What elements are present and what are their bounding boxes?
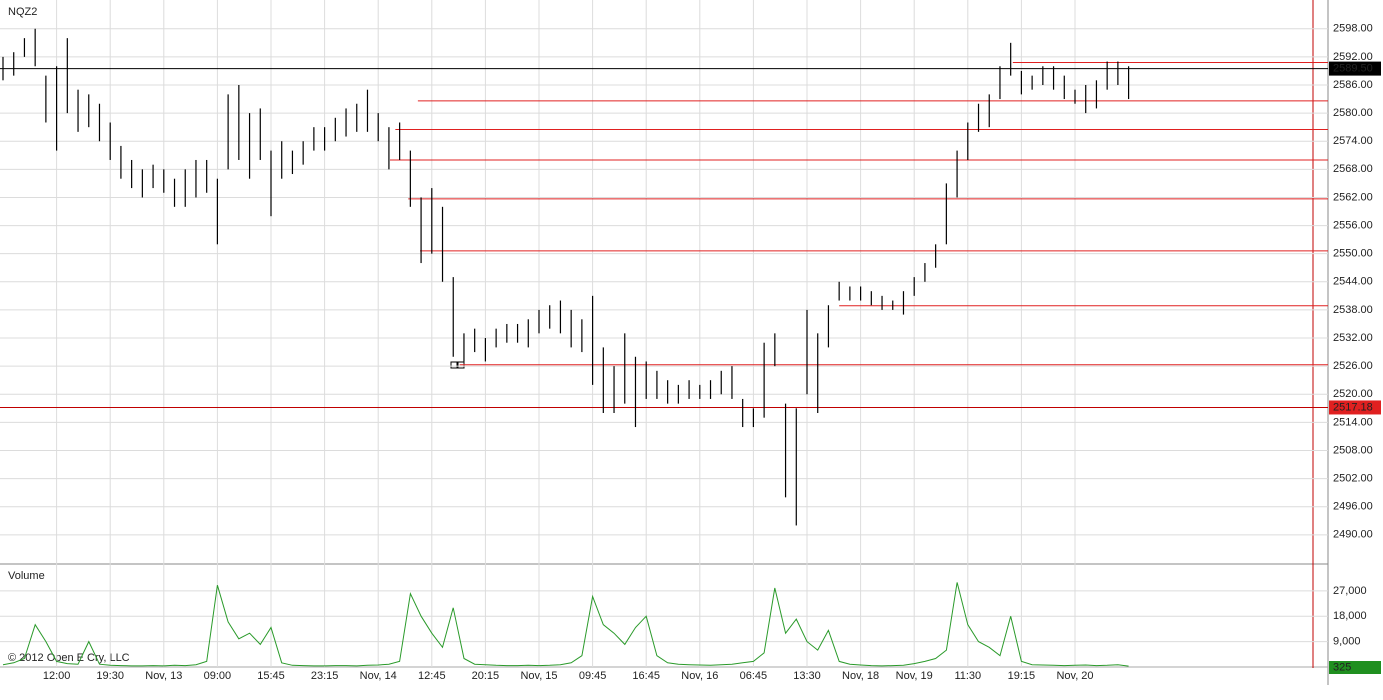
volume-last-box [1329,661,1381,674]
last-price-box [1329,61,1381,76]
y-tick-label: 2514.00 [1333,416,1373,428]
x-tick-label: 19:30 [96,670,124,682]
y-tick-label: 2502.00 [1333,473,1373,485]
last-price-label: 2589.50 [1333,63,1373,75]
y-tick-label: 2586.00 [1333,79,1373,91]
volume-title: Volume [8,570,45,582]
alert-box [1329,400,1381,415]
x-tick-label: 15:45 [257,670,285,682]
y-tick-label: 2592.00 [1333,51,1373,63]
marker [450,361,458,369]
y-tick-label: 2526.00 [1333,360,1373,372]
y-tick-label: 2544.00 [1333,276,1373,288]
x-tick-label: Nov, 14 [360,670,397,682]
y-tick-label: 2550.00 [1333,248,1373,260]
x-tick-label: 11:30 [954,670,981,682]
x-tick-label: 16:45 [632,670,660,682]
symbol-title: NQZ2 [8,6,37,18]
y-tick-label: 2580.00 [1333,107,1373,119]
y-tick-label: 18,000 [1333,610,1367,622]
x-tick-label: 23:15 [311,670,339,682]
y-tick-label: 2508.00 [1333,444,1373,456]
y-tick-label: 9,000 [1333,636,1361,648]
x-tick-label: 09:45 [579,670,607,682]
y-tick-label: 2598.00 [1333,23,1373,35]
x-tick-label: 20:15 [472,670,500,682]
x-tick-label: 12:00 [43,670,71,682]
y-tick-label: 2538.00 [1333,304,1373,316]
y-tick-label: 2532.00 [1333,332,1373,344]
y-tick-label: 2490.00 [1333,529,1373,541]
x-tick-label: Nov, 20 [1056,670,1093,682]
y-tick-label: 2520.00 [1333,388,1373,400]
y-tick-label: 2562.00 [1333,191,1373,203]
alert-label: 2517.18 [1333,401,1373,413]
copyright: © 2012 Open E Cry, LLC [8,652,130,664]
x-tick-label: Nov, 19 [896,670,933,682]
y-tick-label: 2568.00 [1333,163,1373,175]
x-tick-label: Nov, 13 [145,670,182,682]
x-tick-label: 13:30 [793,670,821,682]
y-tick-label: 27,000 [1333,585,1367,597]
x-tick-label: 12:45 [418,670,446,682]
x-tick-label: 06:45 [740,670,768,682]
y-tick-label: 2574.00 [1333,135,1373,147]
volume-last-label: 325 [1333,661,1351,673]
y-tick-label: 2556.00 [1333,219,1373,231]
volume-line [2,582,1129,667]
x-tick-label: 19:15 [1008,670,1036,682]
x-tick-label: Nov, 15 [520,670,557,682]
x-tick-label: Nov, 18 [842,670,879,682]
y-tick-label: 2496.00 [1333,501,1373,513]
x-tick-label: 09:00 [204,670,232,682]
x-tick-label: Nov, 16 [681,670,718,682]
